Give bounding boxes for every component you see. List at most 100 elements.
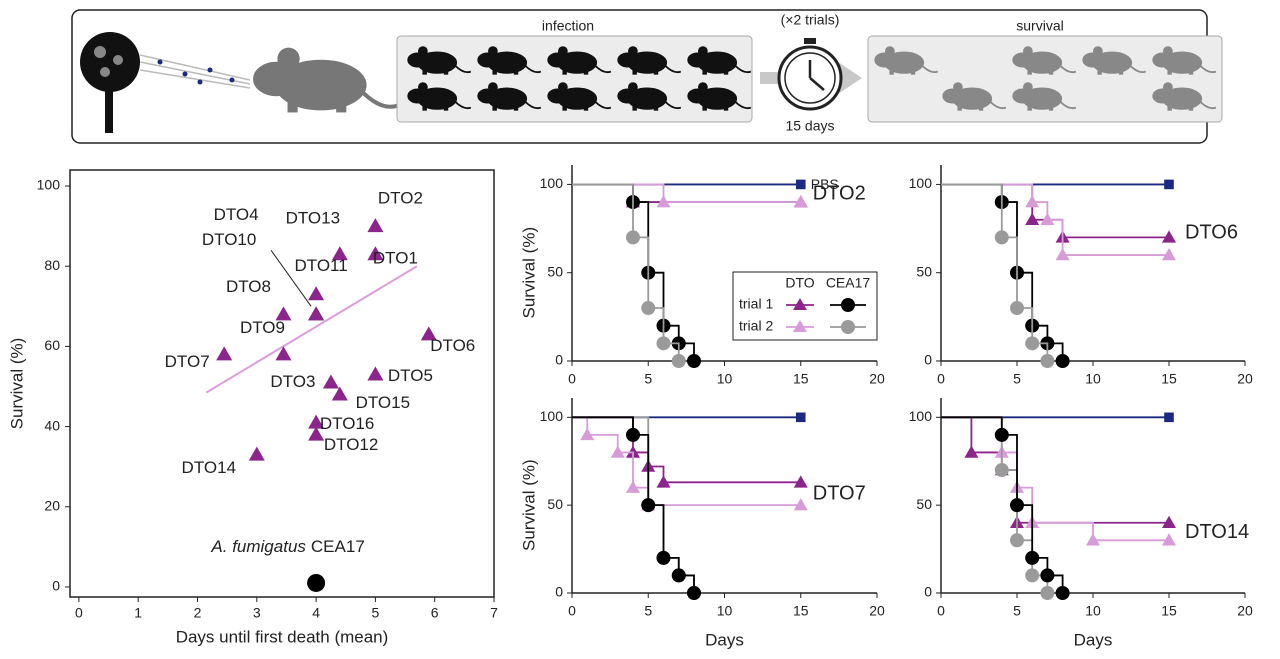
- triangle-marker: [420, 326, 437, 341]
- x-tick-label: 10: [1085, 603, 1101, 619]
- triangle-marker: [580, 427, 595, 441]
- y-tick-label: 0: [52, 578, 60, 594]
- x-tick-label: 20: [869, 371, 885, 387]
- y-tick-label: 20: [44, 497, 60, 513]
- triangle-marker: [964, 445, 979, 458]
- trials-label: (×2 trials): [781, 12, 840, 28]
- triangle-marker: [626, 480, 640, 493]
- x-tick-label: 10: [717, 603, 733, 619]
- circle-marker: [1025, 550, 1040, 565]
- strain-label: DTO14: [1185, 521, 1249, 543]
- fungus-icon: [80, 32, 251, 133]
- point-label: DTO3: [270, 372, 315, 391]
- triangle-marker: [1055, 248, 1070, 261]
- y-tick-label: 100: [909, 175, 933, 191]
- trendline: [205, 265, 418, 394]
- triangle-marker: [308, 426, 325, 441]
- triangle-marker: [248, 446, 265, 461]
- clock-icon: [777, 38, 843, 111]
- legend-marker: [793, 298, 807, 310]
- plot-frame: [69, 169, 495, 598]
- triangle-marker: [793, 475, 808, 488]
- schematic: infection (×2 trials) 15 days survival: [71, 9, 1223, 144]
- x-tick-label: 0: [568, 603, 576, 619]
- y-tick-label: 100: [909, 408, 933, 424]
- circle-marker: [671, 568, 686, 583]
- y-axis-title: Survival (%): [7, 338, 26, 430]
- point-label: DTO13: [286, 209, 341, 228]
- y-tick-label: 80: [44, 257, 60, 273]
- circle-marker: [1055, 586, 1070, 600]
- y-tick-label: 50: [547, 496, 563, 512]
- y-axis-title: Survival (%): [519, 227, 538, 319]
- circle-marker: [656, 550, 671, 565]
- circle-marker: [307, 573, 326, 592]
- square-marker: [1164, 412, 1174, 423]
- square-marker: [1164, 179, 1174, 190]
- circle-marker: [994, 230, 1009, 245]
- triangle-marker: [331, 246, 348, 261]
- circle-marker: [1010, 498, 1024, 513]
- x-tick-label: 1: [134, 605, 142, 621]
- y-tick-label: 50: [547, 263, 563, 279]
- x-tick-label: 15: [793, 603, 809, 619]
- circle-marker: [1040, 354, 1055, 368]
- legend-row: trial 1: [739, 296, 773, 312]
- circle-marker: [1025, 568, 1040, 583]
- survival-line: [572, 416, 801, 484]
- y-tick-label: 0: [555, 584, 563, 600]
- triangle-marker: [656, 195, 671, 208]
- x-tick-label: 4: [312, 605, 320, 621]
- triangle-marker: [1025, 195, 1040, 208]
- point-label: DTO15: [356, 393, 411, 412]
- strain-name: CEA17: [311, 537, 365, 556]
- triangle-marker: [216, 346, 233, 361]
- y-tick-label: 60: [44, 337, 60, 353]
- triangle-marker: [367, 246, 384, 261]
- circle-marker: [687, 354, 701, 368]
- circle-marker: [1010, 301, 1024, 316]
- triangle-marker: [331, 386, 348, 401]
- x-axis-title: Days: [705, 630, 744, 649]
- triangle-marker: [1025, 212, 1040, 225]
- triangle-marker: [1162, 230, 1176, 243]
- circle-marker: [1025, 336, 1040, 351]
- x-tick-label: 5: [1013, 603, 1021, 619]
- y-tick-label: 0: [924, 352, 932, 368]
- legend-marker: [841, 298, 855, 312]
- point-label: DTO12: [324, 435, 379, 454]
- legend-column: DTO: [785, 275, 814, 291]
- point-label: DTO4: [214, 205, 259, 224]
- point-label: DTO5: [388, 366, 433, 385]
- strain-label: DTO6: [1185, 222, 1238, 244]
- triangle-marker: [308, 414, 325, 429]
- circle-marker: [1010, 533, 1024, 548]
- x-tick-label: 5: [1013, 371, 1021, 387]
- point-label: DTO2: [378, 189, 423, 208]
- survival-label: survival: [1016, 18, 1063, 34]
- circle-marker: [994, 463, 1009, 478]
- x-tick-label: 15: [1161, 603, 1177, 619]
- x-tick-label: 5: [644, 603, 652, 619]
- circle-marker: [1055, 354, 1070, 368]
- triangle-marker: [610, 445, 625, 458]
- triangle-marker: [275, 346, 292, 361]
- x-tick-label: 6: [431, 605, 439, 621]
- triangle-marker: [367, 366, 384, 381]
- x-tick-label: 20: [869, 603, 885, 619]
- y-tick-label: 100: [37, 177, 61, 193]
- x-axis-title: Days: [1074, 630, 1113, 649]
- point-label: DTO6: [430, 336, 475, 355]
- triangle-marker: [656, 475, 671, 488]
- x-tick-label: 2: [194, 605, 202, 621]
- survival-line: [941, 183, 1169, 239]
- legend-column: CEA17: [826, 275, 871, 291]
- point-label: DTO9: [240, 318, 285, 337]
- circle-marker: [641, 301, 656, 316]
- circle-marker: [641, 498, 656, 513]
- circle-marker: [1040, 586, 1055, 600]
- y-tick-label: 50: [916, 496, 932, 512]
- x-tick-label: 10: [1085, 371, 1101, 387]
- triangle-marker: [367, 218, 384, 233]
